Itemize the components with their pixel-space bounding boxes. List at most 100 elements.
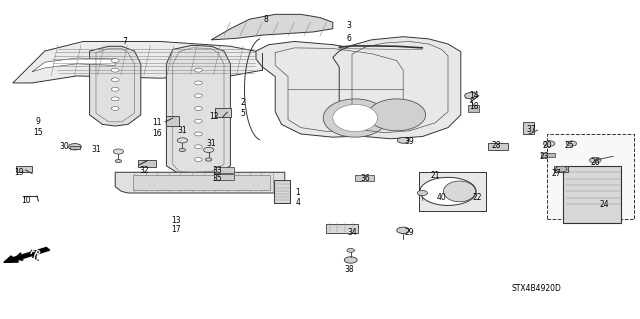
Polygon shape [70,146,80,149]
Text: 37: 37 [526,125,536,134]
Text: 7: 7 [122,37,127,46]
Circle shape [347,249,355,252]
Text: 21: 21 [431,171,440,180]
Polygon shape [547,134,634,219]
Text: 2: 2 [241,98,246,107]
Text: 24: 24 [600,200,610,209]
Text: 23: 23 [539,152,549,161]
Circle shape [113,149,124,154]
Text: STX4B4920D: STX4B4920D [512,284,562,293]
Circle shape [111,68,119,72]
Text: 9: 9 [36,117,41,126]
Polygon shape [133,175,270,190]
Polygon shape [214,167,234,173]
Circle shape [195,145,202,149]
Text: 3: 3 [346,21,351,30]
Polygon shape [166,45,230,175]
Text: 18: 18 [469,102,478,111]
Polygon shape [214,108,231,117]
Ellipse shape [368,99,426,131]
Text: 33: 33 [212,166,223,175]
Circle shape [195,81,202,85]
Text: 29: 29 [404,228,415,237]
Circle shape [177,138,188,143]
Ellipse shape [333,105,378,132]
Text: 34: 34 [347,228,357,237]
Text: 32: 32 [139,166,149,175]
Polygon shape [554,166,568,172]
Polygon shape [166,116,179,126]
Text: 1: 1 [295,189,300,197]
Ellipse shape [444,181,476,202]
Circle shape [111,97,119,101]
Text: 19: 19 [14,168,24,177]
Text: 30: 30 [59,142,69,151]
Circle shape [179,148,186,152]
Circle shape [111,87,119,91]
Text: 40: 40 [436,193,447,202]
Polygon shape [541,153,555,157]
Circle shape [556,166,567,172]
Circle shape [543,141,555,146]
Text: 16: 16 [152,130,162,138]
Circle shape [195,68,202,72]
Text: 35: 35 [212,174,223,183]
Text: 27: 27 [552,169,562,178]
Circle shape [465,93,477,99]
Circle shape [111,78,119,82]
Polygon shape [274,180,290,203]
Circle shape [195,132,202,136]
Polygon shape [563,166,621,223]
Circle shape [68,144,81,150]
Text: 6: 6 [346,34,351,43]
Text: 15: 15 [33,128,44,137]
Polygon shape [468,105,479,112]
Circle shape [566,141,577,146]
Polygon shape [17,166,32,172]
Circle shape [111,59,119,63]
Text: 22: 22 [472,193,481,202]
Text: 31: 31 [177,126,188,135]
Text: 14: 14 [468,91,479,100]
Text: 20: 20 [542,141,552,150]
Circle shape [397,227,410,234]
Text: 17: 17 [171,225,181,234]
Ellipse shape [323,99,387,137]
Circle shape [115,160,122,163]
Polygon shape [214,174,234,180]
Text: FR.: FR. [25,249,42,263]
FancyArrow shape [4,248,50,262]
Text: 36: 36 [360,174,370,183]
Circle shape [344,257,357,263]
Circle shape [195,119,202,123]
Text: 39: 39 [404,137,415,146]
Polygon shape [355,175,374,181]
Text: 11: 11 [152,118,161,127]
Polygon shape [90,46,141,126]
Text: 28: 28 [492,141,500,150]
Circle shape [195,107,202,110]
Text: 13: 13 [171,216,181,225]
Text: 5: 5 [241,109,246,118]
Text: 10: 10 [20,197,31,205]
Circle shape [204,147,214,152]
Polygon shape [333,37,461,139]
Polygon shape [523,122,534,134]
Polygon shape [419,172,486,211]
Text: 31: 31 [91,145,101,154]
Text: 25: 25 [564,141,575,150]
Text: 8: 8 [263,15,268,24]
Circle shape [420,177,476,205]
Text: FR.: FR. [28,247,44,261]
Text: 4: 4 [295,198,300,207]
Polygon shape [211,14,333,40]
Text: 31: 31 [206,139,216,148]
Polygon shape [138,160,156,167]
Text: 38: 38 [344,265,354,274]
Circle shape [417,190,428,196]
Polygon shape [115,172,285,193]
Polygon shape [256,41,422,137]
Text: 12: 12 [210,112,219,121]
Polygon shape [326,224,358,233]
Polygon shape [32,58,115,72]
